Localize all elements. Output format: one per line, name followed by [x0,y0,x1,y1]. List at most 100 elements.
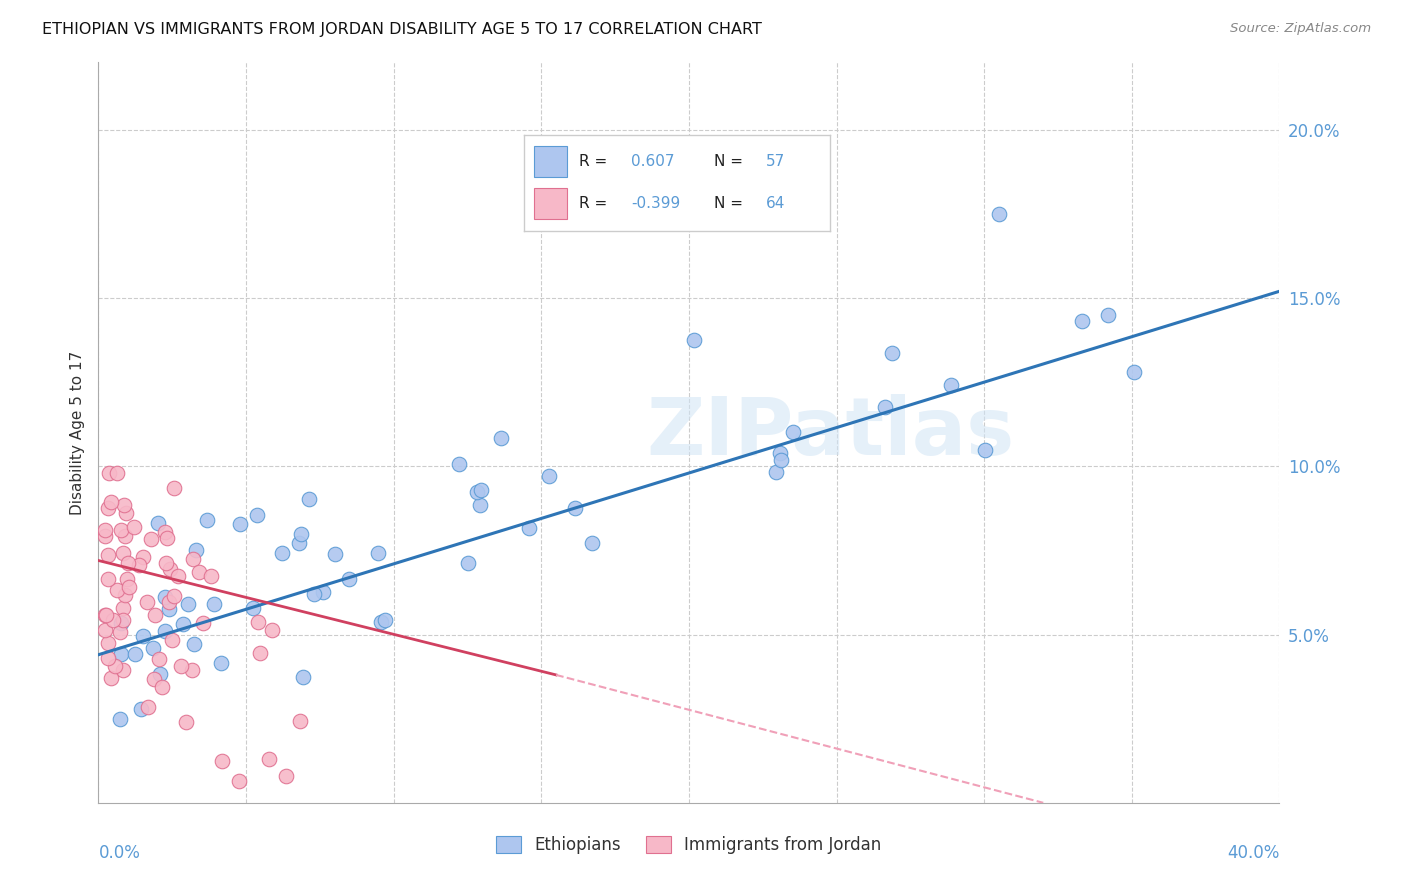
Point [537,469,560,483]
Point [447,457,470,471]
Point [143,607,166,622]
Point [195,513,218,527]
Point [97,635,120,649]
Bar [534,146,567,177]
Point [288,536,311,550]
Point [882,346,904,360]
Point [163,589,186,603]
Text: 40.0%: 40.0% [1227,844,1279,862]
Point [973,442,995,457]
Point [100,671,122,685]
Point [110,616,132,631]
Legend: Ethiopians, Immigrants from Jordan: Ethiopians, Immigrants from Jordan [489,830,889,861]
Point [163,481,186,495]
Point [153,624,176,639]
Point [1071,314,1094,328]
Point [148,652,170,666]
Point [682,333,704,347]
Point [988,207,1011,221]
Point [581,535,603,549]
Point [271,546,294,560]
Point [465,485,488,500]
Point [370,615,392,629]
Point [112,664,135,678]
Point [93,623,115,637]
Text: ZIPatlas: ZIPatlas [647,393,1015,472]
Point [489,432,512,446]
Point [135,594,157,608]
Point [94,529,117,543]
Point [228,774,250,789]
Point [153,524,176,539]
Point [457,556,479,570]
Point [105,583,128,598]
Point [112,498,135,512]
Point [110,523,132,537]
Point [312,584,335,599]
Point [290,714,312,728]
Point [166,569,188,583]
Point [323,547,346,561]
Point [177,597,200,611]
Point [200,569,222,583]
Text: 64: 64 [765,196,785,211]
Point [191,616,214,631]
Text: ETHIOPIAN VS IMMIGRANTS FROM JORDAN DISABILITY AGE 5 TO 17 CORRELATION CHART: ETHIOPIAN VS IMMIGRANTS FROM JORDAN DISA… [42,22,762,37]
Bar [534,188,567,219]
Point [112,546,135,560]
Point [174,715,197,730]
Point [111,601,134,615]
Point [132,629,155,643]
Point [159,562,181,576]
Point [94,607,117,622]
Point [939,378,962,392]
Point [117,573,139,587]
Point [114,588,136,602]
Point [564,501,586,516]
Point [517,521,540,535]
Point [97,651,120,665]
Point [181,663,204,677]
Point [782,425,804,439]
Point [117,556,139,570]
Text: 0.0%: 0.0% [98,844,141,862]
Point [149,666,172,681]
Point [128,558,150,572]
Point [100,494,122,508]
Point [110,648,132,662]
Point [160,632,183,647]
Point [148,516,170,531]
Point [101,613,124,627]
Point [98,466,121,480]
Point [122,519,145,533]
Point [114,506,136,520]
Point [339,572,361,586]
Point [259,752,281,766]
Point [374,613,396,627]
Point [105,466,128,480]
Point [131,549,153,564]
Point [155,556,177,570]
Point [153,590,176,604]
Point [136,699,159,714]
Point [141,640,163,655]
Point [183,636,205,650]
Text: -0.399: -0.399 [631,196,681,211]
Point [118,580,141,594]
Point [1123,366,1146,380]
Point [172,616,194,631]
Point [112,613,135,627]
Point [262,624,284,638]
Point [209,657,232,671]
Point [181,552,204,566]
Text: N =: N = [714,196,748,211]
Point [274,769,297,783]
Point [246,508,269,522]
Point [229,516,252,531]
Point [202,597,225,611]
Y-axis label: Disability Age 5 to 17: Disability Age 5 to 17 [70,351,86,515]
Point [94,608,117,623]
Point [143,672,166,686]
Point [114,529,136,543]
Point [187,566,209,580]
